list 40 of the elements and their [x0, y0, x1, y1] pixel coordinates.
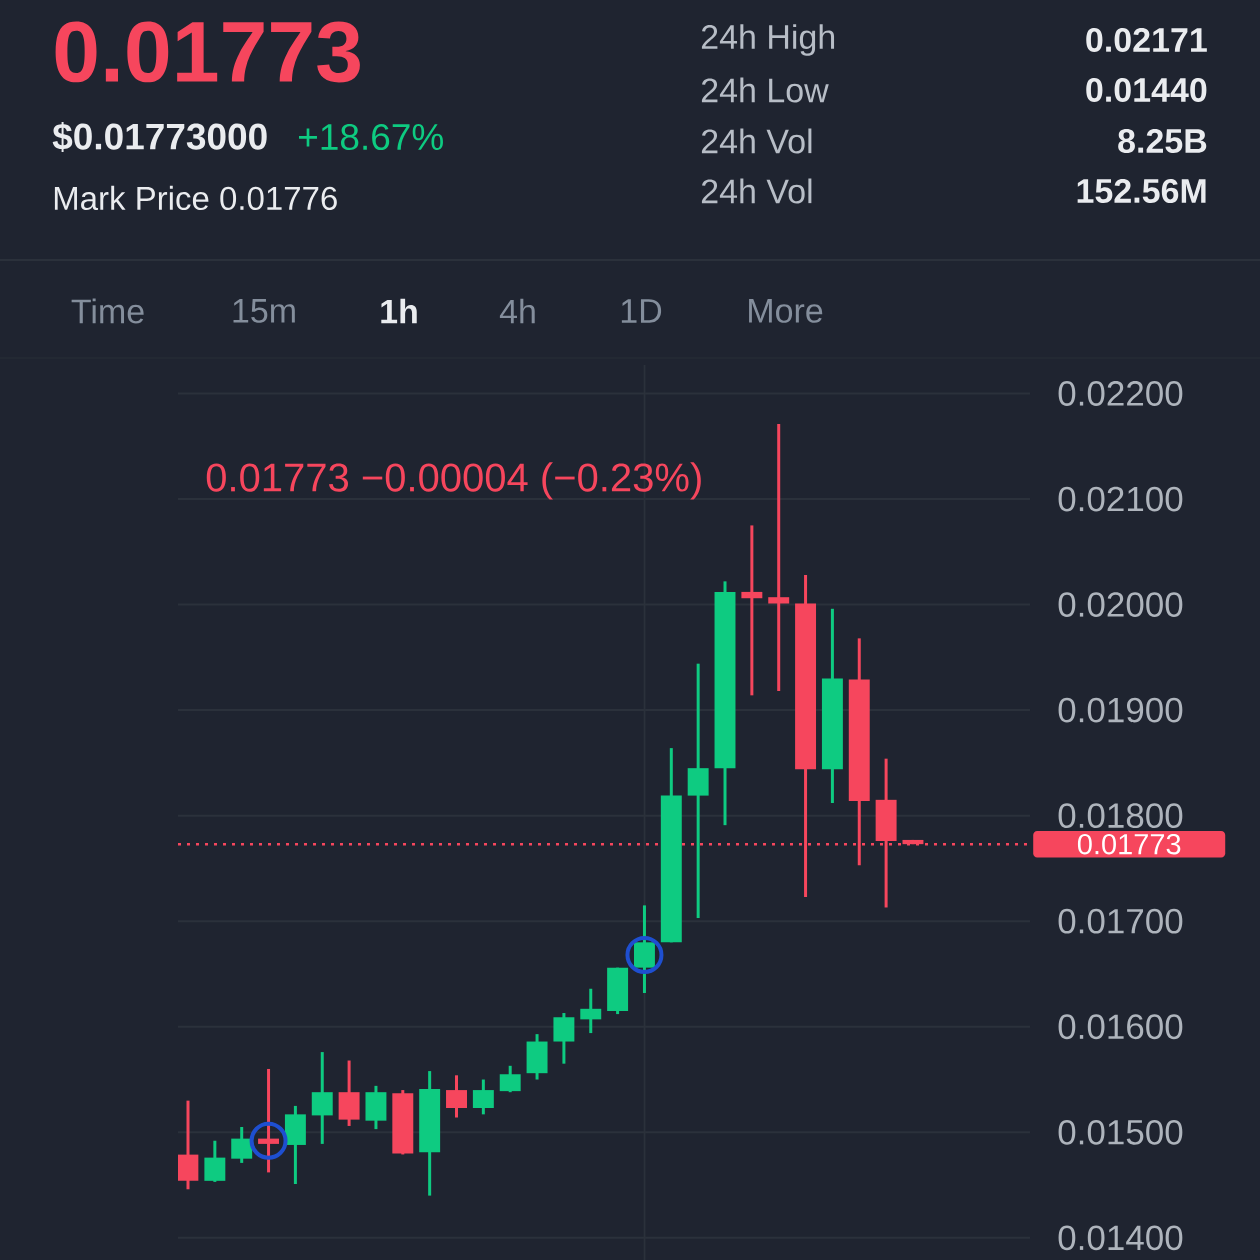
y-tick-label: 0.01500: [1058, 1119, 1183, 1145]
candlestick: [311, 1052, 333, 1144]
text: 15m: [233, 299, 295, 323]
text: 1h: [381, 298, 417, 324]
text: 152.56M: [1077, 178, 1206, 204]
ref-line-label: 0.01773: [1077, 833, 1181, 855]
candlestick: [580, 988, 602, 1035]
annotation: 0.01773 −0.00004 (−0.23%): [206, 462, 701, 500]
candlestick: [741, 525, 763, 696]
candlestick: [258, 1067, 280, 1173]
y-tick-label: 0.01400: [1058, 1225, 1183, 1251]
text: 4h: [499, 298, 535, 324]
chart-subtitle: $0.01773000: [52, 121, 267, 153]
y-tick-label: 0.01800: [1058, 803, 1183, 829]
candlestick: [472, 1079, 494, 1115]
text: 24h Low: [701, 77, 829, 103]
y-tick-label: 0.01700: [1058, 908, 1183, 934]
text: 24h Vol: [701, 128, 812, 154]
y-tick-label: 0.02000: [1058, 592, 1183, 617]
text: Mark Price 0.01776: [54, 185, 337, 211]
text: +18.67%: [299, 123, 443, 151]
text: 24h Vol: [701, 178, 812, 204]
candlestick: [768, 424, 790, 692]
candlestick: [204, 1140, 226, 1182]
text: 1D: [621, 299, 662, 323]
text: 8.25B: [1118, 128, 1207, 154]
text: 0.01440: [1086, 77, 1207, 103]
text: More: [749, 299, 823, 323]
y-tick-label: 0.02100: [1058, 486, 1183, 512]
candlestick: [446, 1075, 467, 1118]
text: Time: [71, 298, 144, 324]
text: 0.02171: [1086, 27, 1207, 53]
candlestick: [231, 1127, 253, 1163]
y-tick-label: 0.01900: [1058, 697, 1183, 723]
y-tick-label: 0.01600: [1058, 1014, 1183, 1040]
text: 24h High: [701, 24, 835, 56]
chart-title: 0.01773: [55, 21, 360, 83]
candlestick: [499, 1064, 521, 1094]
candlestick: [687, 663, 709, 919]
y-tick-label: 0.02200: [1058, 381, 1183, 406]
